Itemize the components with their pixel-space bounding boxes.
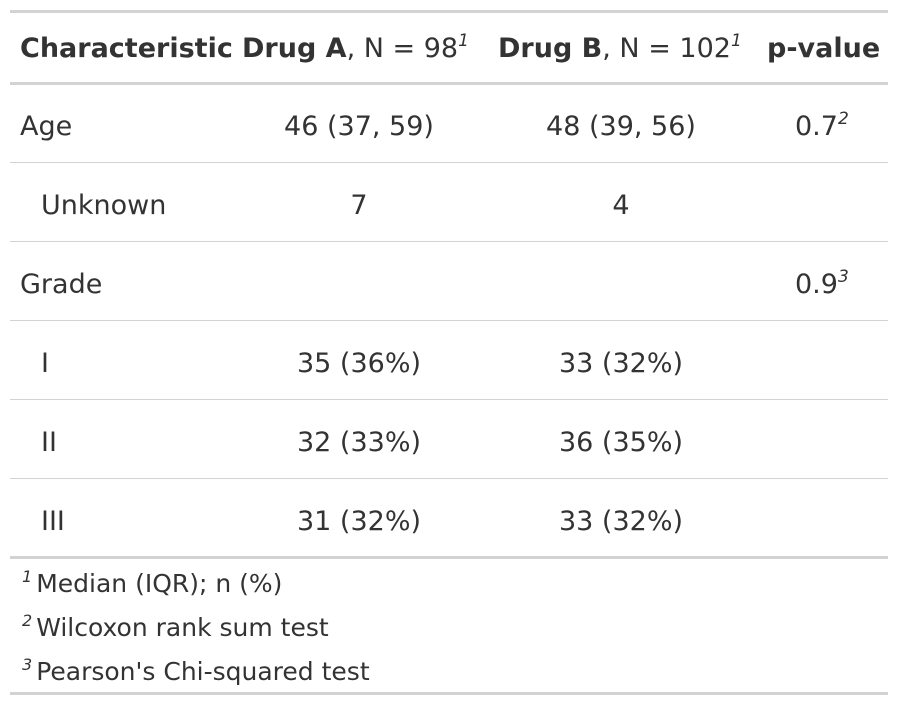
- drug-a-value: 31 (32%): [296, 506, 422, 537]
- drug-b-value: 48 (39, 56): [546, 111, 696, 142]
- drug-b-value: 33 (32%): [558, 506, 684, 537]
- row-label: Age: [20, 111, 73, 142]
- row-divider: [10, 241, 888, 242]
- footer-bottom-rule: [10, 692, 888, 695]
- row-label: III: [41, 506, 65, 537]
- drug-a-value: 35 (36%): [296, 348, 422, 379]
- column-header-p-value: p-value: [767, 33, 881, 64]
- drug-a-value: 46 (37, 59): [284, 111, 434, 142]
- p-value-cell: 0.72: [795, 109, 849, 142]
- drug-b-value: 4: [612, 190, 630, 221]
- row-divider: [10, 399, 888, 400]
- header-bottom-rule: [10, 82, 888, 85]
- row-label: Unknown: [41, 190, 167, 221]
- row-label: II: [41, 427, 57, 458]
- drug-a-value: 32 (33%): [296, 427, 422, 458]
- column-header-drug-b: Drug B, N = 1021: [498, 31, 742, 64]
- column-header-characteristic: Characteristic: [20, 33, 233, 64]
- row-label: I: [41, 348, 49, 379]
- row-label: Grade: [20, 269, 103, 300]
- drug-a-value: 7: [350, 190, 368, 221]
- row-divider: [10, 162, 888, 163]
- table-bottom-rule: [10, 556, 888, 559]
- drug-b-value: 33 (32%): [558, 348, 684, 379]
- footnote: 1 Median (IQR); n (%): [22, 567, 283, 598]
- drug-b-value: 36 (35%): [558, 427, 684, 458]
- row-divider: [10, 478, 888, 479]
- footnote: 3 Pearson's Chi-squared test: [22, 655, 370, 686]
- p-value-cell: 0.93: [795, 267, 849, 300]
- footnote: 2 Wilcoxon rank sum test: [22, 611, 329, 642]
- column-header-drug-a: Drug A, N = 981: [242, 31, 469, 64]
- row-divider: [10, 320, 888, 321]
- table-top-rule: [10, 10, 888, 13]
